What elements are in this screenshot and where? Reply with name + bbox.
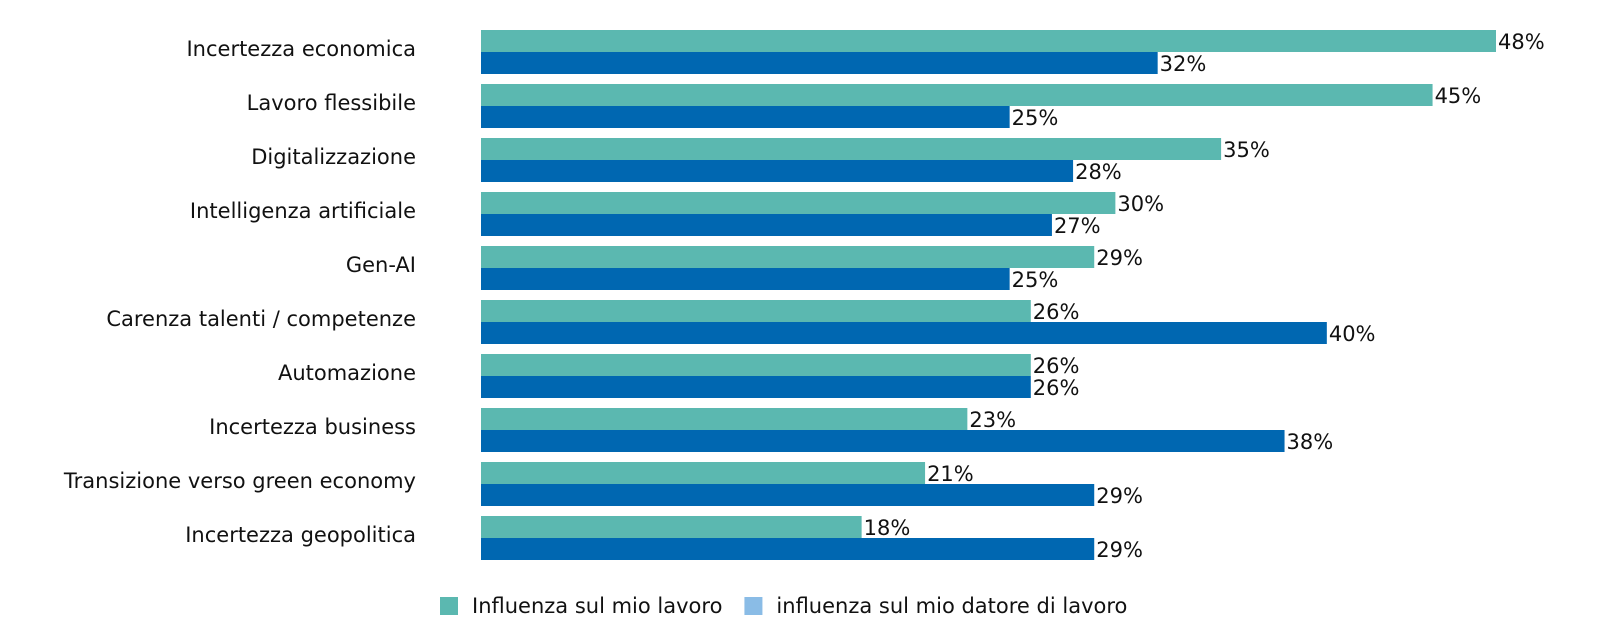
- value-label: 25%: [1012, 268, 1059, 292]
- value-label: 29%: [1096, 538, 1143, 562]
- bar: [481, 138, 1222, 160]
- bar: [481, 300, 1031, 322]
- value-label: 26%: [1033, 300, 1080, 324]
- bar: [481, 160, 1074, 182]
- bar: [481, 538, 1095, 560]
- value-label: 27%: [1054, 214, 1101, 238]
- legend-label: influenza sul mio datore di lavoro: [776, 594, 1127, 618]
- bar: [481, 484, 1095, 506]
- bar: [481, 516, 862, 538]
- category-label: Lavoro flessibile: [247, 91, 416, 115]
- value-label: 18%: [864, 516, 911, 540]
- bar: [481, 376, 1031, 398]
- value-label: 29%: [1096, 484, 1143, 508]
- value-label: 35%: [1223, 138, 1270, 162]
- category-label: Incertezza economica: [186, 37, 416, 61]
- bar: [481, 192, 1116, 214]
- bar: [481, 246, 1095, 268]
- value-label: 28%: [1075, 160, 1122, 184]
- legend-label: Influenza sul mio lavoro: [472, 594, 722, 618]
- bar: [481, 52, 1158, 74]
- bar: [481, 106, 1010, 128]
- value-label: 23%: [969, 408, 1016, 432]
- category-label: Incertezza geopolitica: [185, 523, 416, 547]
- value-label: 26%: [1033, 354, 1080, 378]
- category-label: Carenza talenti / competenze: [106, 307, 416, 331]
- value-label: 25%: [1012, 106, 1059, 130]
- category-label: Automazione: [278, 361, 416, 385]
- legend-swatch: [744, 597, 763, 615]
- category-label: Incertezza business: [209, 415, 416, 439]
- value-label: 32%: [1160, 52, 1207, 76]
- value-label: 40%: [1329, 322, 1376, 346]
- value-label: 38%: [1287, 430, 1334, 454]
- value-label: 48%: [1498, 30, 1545, 54]
- bar: [481, 354, 1031, 376]
- bar: [481, 268, 1010, 290]
- value-label: 45%: [1435, 84, 1482, 108]
- value-label: 30%: [1117, 192, 1164, 216]
- bar: [481, 462, 926, 484]
- category-label: Digitalizzazione: [251, 145, 416, 169]
- bar: [481, 408, 968, 430]
- bar: [481, 214, 1052, 236]
- bar: [481, 430, 1285, 452]
- bar: [481, 322, 1327, 344]
- category-label: Transizione verso green economy: [63, 469, 416, 493]
- category-label: Intelligenza artificiale: [190, 199, 416, 223]
- bar: [481, 84, 1433, 106]
- value-label: 29%: [1096, 246, 1143, 270]
- value-label: 21%: [927, 462, 974, 486]
- value-label: 26%: [1033, 376, 1080, 400]
- category-label: Gen-AI: [346, 253, 416, 277]
- bar: [481, 30, 1496, 52]
- legend-swatch: [440, 597, 458, 615]
